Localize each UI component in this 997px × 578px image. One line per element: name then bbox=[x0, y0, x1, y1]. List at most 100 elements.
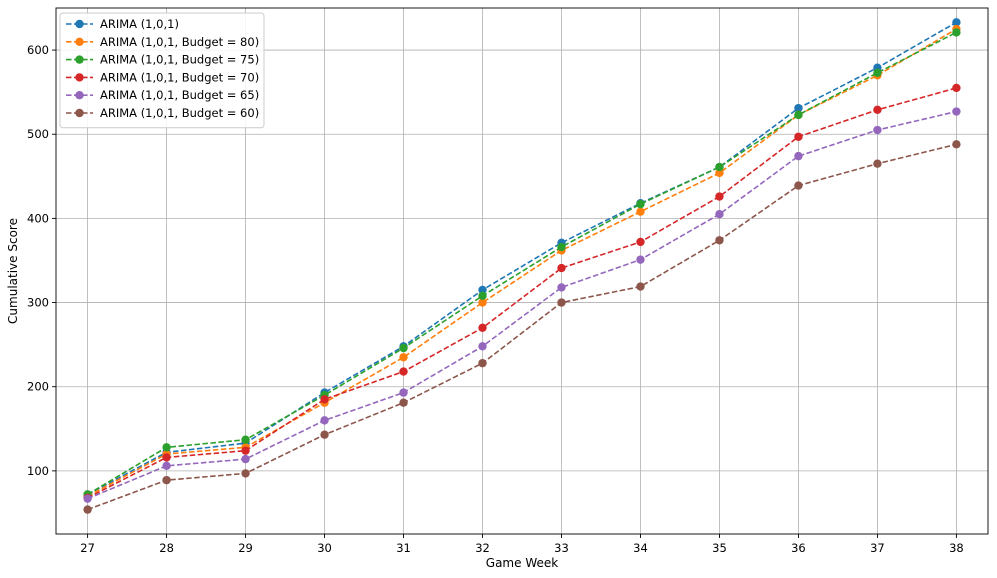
x-tick-label: 36 bbox=[791, 541, 806, 555]
data-point bbox=[320, 395, 329, 404]
x-tick-label: 27 bbox=[80, 541, 95, 555]
y-tick-label: 200 bbox=[27, 380, 49, 394]
data-point bbox=[636, 282, 645, 291]
series-3 bbox=[83, 83, 961, 503]
data-point bbox=[794, 151, 803, 161]
x-tick-label: 33 bbox=[554, 541, 569, 555]
legend-label: ARIMA (1,0,1, Budget = 75) bbox=[100, 53, 259, 67]
y-tick-label: 300 bbox=[27, 296, 49, 310]
legend-item: ARIMA (1,0,1) bbox=[66, 17, 179, 31]
legend-box bbox=[59, 12, 265, 129]
data-point bbox=[478, 291, 487, 301]
series-2 bbox=[83, 28, 961, 499]
data-point bbox=[952, 107, 961, 116]
data-point bbox=[873, 105, 882, 115]
data-point bbox=[478, 342, 487, 351]
y-axis-ticks: 100 200 300 400 500 600 bbox=[27, 43, 56, 478]
data-point bbox=[557, 263, 566, 273]
data-point bbox=[952, 83, 961, 93]
legend-label: ARIMA (1,0,1, Budget = 70) bbox=[100, 70, 259, 84]
series-line bbox=[87, 31, 957, 496]
x-tick-label: 30 bbox=[317, 541, 332, 555]
data-point bbox=[399, 343, 408, 353]
data-point bbox=[557, 242, 566, 252]
data-point bbox=[478, 358, 487, 368]
x-tick-label: 31 bbox=[396, 541, 411, 555]
legend-swatch-marker bbox=[75, 73, 84, 82]
series-line bbox=[87, 143, 957, 511]
data-point bbox=[952, 28, 961, 37]
data-point bbox=[873, 125, 882, 135]
data-point bbox=[399, 398, 408, 407]
data-point bbox=[320, 430, 329, 439]
data-point bbox=[478, 323, 487, 333]
data-point bbox=[478, 298, 487, 307]
data-point bbox=[162, 461, 171, 471]
data-point bbox=[320, 416, 329, 425]
legend-item: ARIMA (1,0,1, Budget = 75) bbox=[66, 53, 259, 67]
data-point bbox=[83, 505, 92, 514]
data-point bbox=[557, 298, 566, 307]
legend-swatch-marker bbox=[75, 19, 84, 29]
data-point bbox=[399, 367, 408, 376]
y-axis-label: Cumulative Score bbox=[6, 218, 20, 324]
legend-item: ARIMA (1,0,1, Budget = 70) bbox=[66, 70, 259, 84]
data-point bbox=[636, 199, 645, 209]
legend-label: ARIMA (1,0,1, Budget = 65) bbox=[100, 88, 259, 102]
data-point bbox=[794, 132, 803, 141]
data-point bbox=[715, 192, 724, 201]
data-point bbox=[399, 353, 408, 362]
legend-swatch-marker bbox=[75, 108, 84, 118]
x-tick-label: 37 bbox=[870, 541, 885, 555]
series-line bbox=[87, 87, 957, 499]
x-tick-label: 28 bbox=[159, 541, 174, 555]
data-point bbox=[715, 209, 724, 219]
series-line bbox=[87, 110, 957, 500]
legend-item: ARIMA (1,0,1, Budget = 60) bbox=[66, 106, 259, 120]
legend-item: ARIMA (1,0,1, Budget = 65) bbox=[66, 88, 259, 102]
legend-label: ARIMA (1,0,1, Budget = 80) bbox=[100, 35, 259, 49]
y-tick-label: 600 bbox=[27, 43, 49, 57]
x-axis-ticks: 27 28 29 30 31 32 33 34 35 36 37 38 bbox=[80, 534, 964, 555]
plot-frame bbox=[55, 7, 989, 535]
data-point bbox=[952, 140, 961, 149]
series-5 bbox=[83, 140, 961, 514]
series-line bbox=[87, 28, 957, 497]
data-point bbox=[636, 255, 645, 264]
legend-label: ARIMA (1,0,1, Budget = 60) bbox=[100, 106, 259, 120]
data-point bbox=[794, 181, 803, 190]
data-point bbox=[715, 236, 724, 245]
series-line bbox=[87, 21, 957, 496]
data-point bbox=[715, 162, 724, 172]
series-group bbox=[83, 18, 961, 514]
x-tick-label: 32 bbox=[475, 541, 490, 555]
data-point bbox=[478, 285, 487, 295]
grid bbox=[56, 8, 988, 534]
x-tick-label: 35 bbox=[712, 541, 727, 555]
data-point bbox=[794, 110, 803, 120]
y-tick-label: 400 bbox=[27, 211, 49, 225]
x-tick-label: 29 bbox=[238, 541, 253, 555]
data-point bbox=[636, 237, 645, 247]
data-point bbox=[715, 168, 724, 178]
data-point bbox=[83, 494, 92, 503]
x-tick-label: 38 bbox=[949, 541, 964, 555]
x-axis-label: Game Week bbox=[486, 556, 558, 570]
data-point bbox=[399, 388, 408, 397]
legend-item: ARIMA (1,0,1, Budget = 80) bbox=[66, 35, 259, 49]
legend-label: ARIMA (1,0,1) bbox=[100, 17, 179, 31]
data-point bbox=[241, 454, 250, 464]
data-point bbox=[952, 18, 961, 27]
data-point bbox=[873, 159, 882, 168]
y-tick-label: 100 bbox=[27, 464, 49, 478]
data-point bbox=[636, 207, 645, 216]
series-4 bbox=[83, 107, 961, 503]
data-point bbox=[241, 446, 250, 455]
legend-swatch-marker bbox=[75, 37, 84, 46]
legend-swatch-marker bbox=[75, 55, 84, 64]
legend-swatch-marker bbox=[75, 91, 84, 100]
x-tick-label: 34 bbox=[633, 541, 648, 555]
data-point bbox=[241, 469, 250, 478]
data-point bbox=[162, 453, 171, 462]
